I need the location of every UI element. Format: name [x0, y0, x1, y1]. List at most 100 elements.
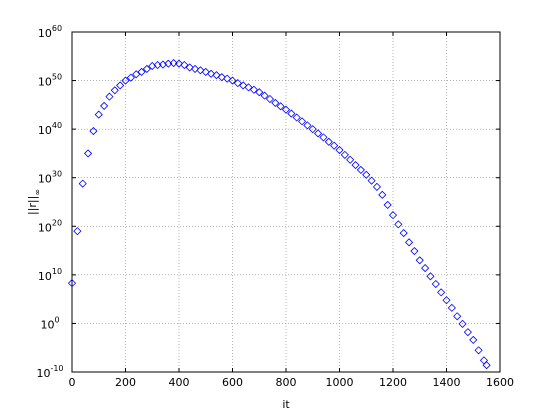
- y-tick-label: 1050: [38, 73, 62, 89]
- point: [233, 79, 242, 88]
- point: [421, 264, 430, 273]
- y-axis-label: ||r||∞: [26, 189, 42, 215]
- point: [410, 246, 419, 256]
- y-tick-label: 1030: [38, 170, 62, 186]
- point: [330, 141, 339, 150]
- point: [463, 328, 472, 337]
- point: [437, 288, 446, 297]
- y-tick-base: 10: [38, 221, 52, 234]
- y-tick-label: 1040: [38, 121, 62, 137]
- point: [126, 73, 135, 82]
- point: [367, 176, 376, 185]
- point: [94, 110, 103, 119]
- y-tick-exponent: 60: [52, 24, 62, 33]
- point: [447, 303, 456, 312]
- y-tick-label: 10-10: [36, 364, 63, 380]
- point: [110, 86, 119, 95]
- y-tick-label: 1010: [38, 267, 62, 283]
- point: [180, 60, 189, 70]
- point: [116, 81, 125, 90]
- point: [276, 102, 285, 111]
- x-tick-label: 200: [115, 376, 136, 389]
- point: [281, 105, 291, 114]
- x-tick-label: 1400: [433, 376, 461, 389]
- point: [287, 109, 296, 118]
- point: [185, 63, 194, 72]
- point: [260, 91, 269, 100]
- point: [431, 279, 440, 289]
- y-tick-exponent: -10: [50, 364, 63, 373]
- y-tick-exponent: 30: [52, 170, 62, 179]
- point: [223, 74, 232, 83]
- point: [303, 121, 312, 130]
- point: [100, 101, 109, 111]
- x-tick-label: 400: [169, 376, 190, 389]
- point: [67, 279, 77, 288]
- x-tick-label: 0: [69, 376, 76, 389]
- y-tick-base: 10: [38, 124, 52, 137]
- point: [469, 335, 478, 344]
- point: [89, 127, 98, 136]
- point: [335, 145, 344, 155]
- point: [201, 67, 210, 77]
- point: [212, 71, 221, 80]
- point: [308, 125, 317, 134]
- point: [174, 59, 184, 68]
- y-tick-base: 10: [38, 76, 52, 89]
- point: [196, 66, 205, 75]
- y-tick-exponent: 20: [52, 218, 62, 227]
- point: [394, 220, 403, 229]
- point: [105, 92, 114, 101]
- point: [73, 227, 82, 236]
- point: [324, 137, 333, 146]
- point: [207, 69, 216, 78]
- point: [249, 85, 258, 94]
- point: [190, 64, 200, 73]
- point: [255, 88, 264, 97]
- point: [383, 200, 392, 209]
- point: [482, 361, 491, 370]
- axes-box: [71, 31, 501, 373]
- y-tick-base: 10: [38, 173, 52, 186]
- point: [78, 179, 87, 188]
- point: [297, 117, 307, 126]
- x-tick-label: 1000: [326, 376, 354, 389]
- y-tick-exponent: 10: [52, 267, 62, 276]
- point: [137, 67, 146, 77]
- x-axis-label: it: [282, 398, 290, 411]
- point: [458, 319, 467, 328]
- point: [356, 165, 365, 174]
- point: [426, 272, 435, 281]
- y-tick-exponent: 50: [52, 73, 62, 82]
- point: [292, 113, 301, 122]
- point: [239, 81, 248, 90]
- point: [217, 73, 226, 82]
- point: [372, 182, 382, 191]
- point: [83, 149, 93, 158]
- y-tick-exponent: 0: [54, 315, 59, 324]
- point: [453, 312, 462, 321]
- point: [415, 256, 424, 265]
- point: [362, 170, 371, 179]
- point: [265, 94, 275, 104]
- y-tick-label: 1020: [38, 218, 62, 234]
- y-axis-label-main: ||r||: [26, 196, 39, 215]
- x-tick-label: 600: [222, 376, 243, 389]
- x-tick-label: 1600: [486, 376, 514, 389]
- point: [228, 76, 237, 85]
- point: [142, 64, 151, 73]
- point: [442, 296, 451, 305]
- plot-area: [72, 32, 500, 372]
- point: [132, 70, 141, 79]
- point: [319, 133, 328, 142]
- point: [271, 98, 280, 107]
- y-tick-base: 10: [38, 270, 52, 283]
- point: [351, 161, 360, 170]
- point: [399, 229, 408, 238]
- y-tick-label: 1060: [38, 24, 62, 40]
- point: [314, 129, 323, 138]
- y-tick-base: 10: [36, 367, 50, 380]
- y-axis-label-sub: ∞: [33, 189, 42, 196]
- y-tick-base: 10: [38, 27, 52, 40]
